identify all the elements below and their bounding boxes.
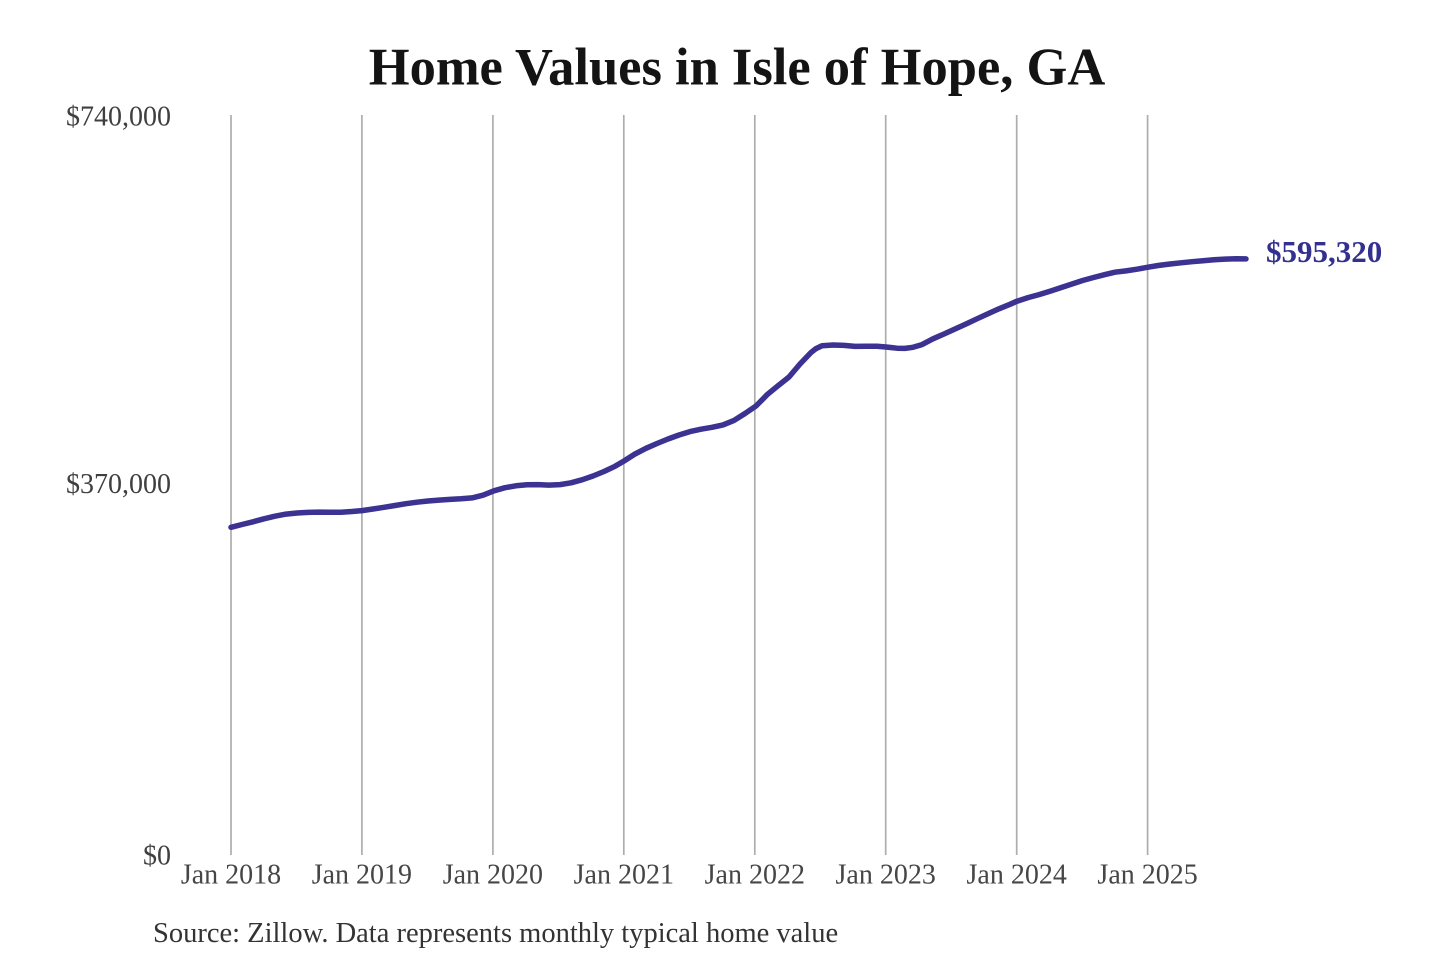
svg-text:Source: Zillow. Data represent: Source: Zillow. Data represents monthly … — [153, 918, 838, 949]
svg-text:Jan 2024: Jan 2024 — [967, 860, 1067, 891]
svg-text:Jan 2023: Jan 2023 — [836, 860, 936, 891]
svg-text:Home Values in Isle of Hope, G: Home Values in Isle of Hope, GA — [369, 39, 1106, 97]
svg-text:Jan 2019: Jan 2019 — [312, 860, 412, 891]
svg-text:$740,000: $740,000 — [66, 102, 171, 133]
svg-text:Jan 2020: Jan 2020 — [443, 860, 543, 891]
svg-text:$595,320: $595,320 — [1266, 234, 1382, 269]
svg-text:Jan 2025: Jan 2025 — [1097, 860, 1197, 891]
svg-text:Jan 2021: Jan 2021 — [574, 860, 674, 891]
svg-text:$370,000: $370,000 — [66, 469, 171, 500]
svg-text:Jan 2022: Jan 2022 — [705, 860, 805, 891]
svg-text:$0: $0 — [143, 841, 171, 872]
svg-text:Jan 2018: Jan 2018 — [181, 860, 281, 891]
